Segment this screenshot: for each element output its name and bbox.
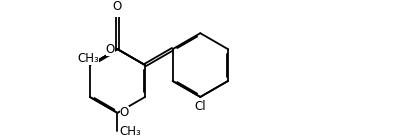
Text: Cl: Cl	[194, 100, 206, 113]
Text: CH₃: CH₃	[120, 125, 141, 138]
Text: CH₃: CH₃	[77, 52, 99, 65]
Text: O: O	[113, 0, 122, 13]
Text: Cl: Cl	[194, 100, 206, 113]
Text: O: O	[106, 43, 115, 56]
Text: O: O	[120, 106, 129, 119]
